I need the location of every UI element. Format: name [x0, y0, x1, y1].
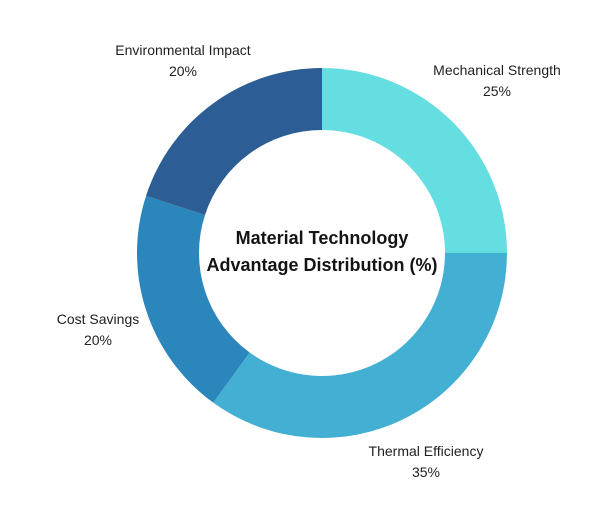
chart-title: Material Technology Advantage Distributi…: [187, 225, 457, 279]
slice-label-text: Thermal Efficiency: [368, 443, 484, 459]
slice-label-text: Mechanical Strength: [433, 62, 561, 78]
donut-slice-environmental-impact: [146, 68, 322, 215]
slice-value-text: 20%: [168, 63, 198, 79]
chart-title-line2: Advantage Distribution (%): [206, 255, 438, 275]
chart-title-line1: Material Technology: [235, 228, 409, 248]
slice-label-environmental-impact: Environmental Impact 20%: [115, 40, 250, 82]
slice-value-text: 20%: [83, 332, 113, 348]
slice-label-text: Cost Savings: [56, 311, 140, 327]
slice-value-text: 25%: [482, 83, 512, 99]
slice-value-text: 35%: [411, 464, 441, 480]
donut-slice-cost-savings: [136, 195, 250, 403]
donut-slice-mechanical-strength: [322, 68, 507, 253]
slice-label-mechanical-strength: Mechanical Strength 25%: [433, 60, 561, 102]
slice-label-cost-savings: Cost Savings 20%: [57, 309, 139, 351]
donut-slice-thermal-efficiency: [213, 253, 507, 439]
slice-label-text: Environmental Impact: [115, 42, 251, 58]
slice-label-thermal-efficiency: Thermal Efficiency 35%: [369, 441, 484, 483]
